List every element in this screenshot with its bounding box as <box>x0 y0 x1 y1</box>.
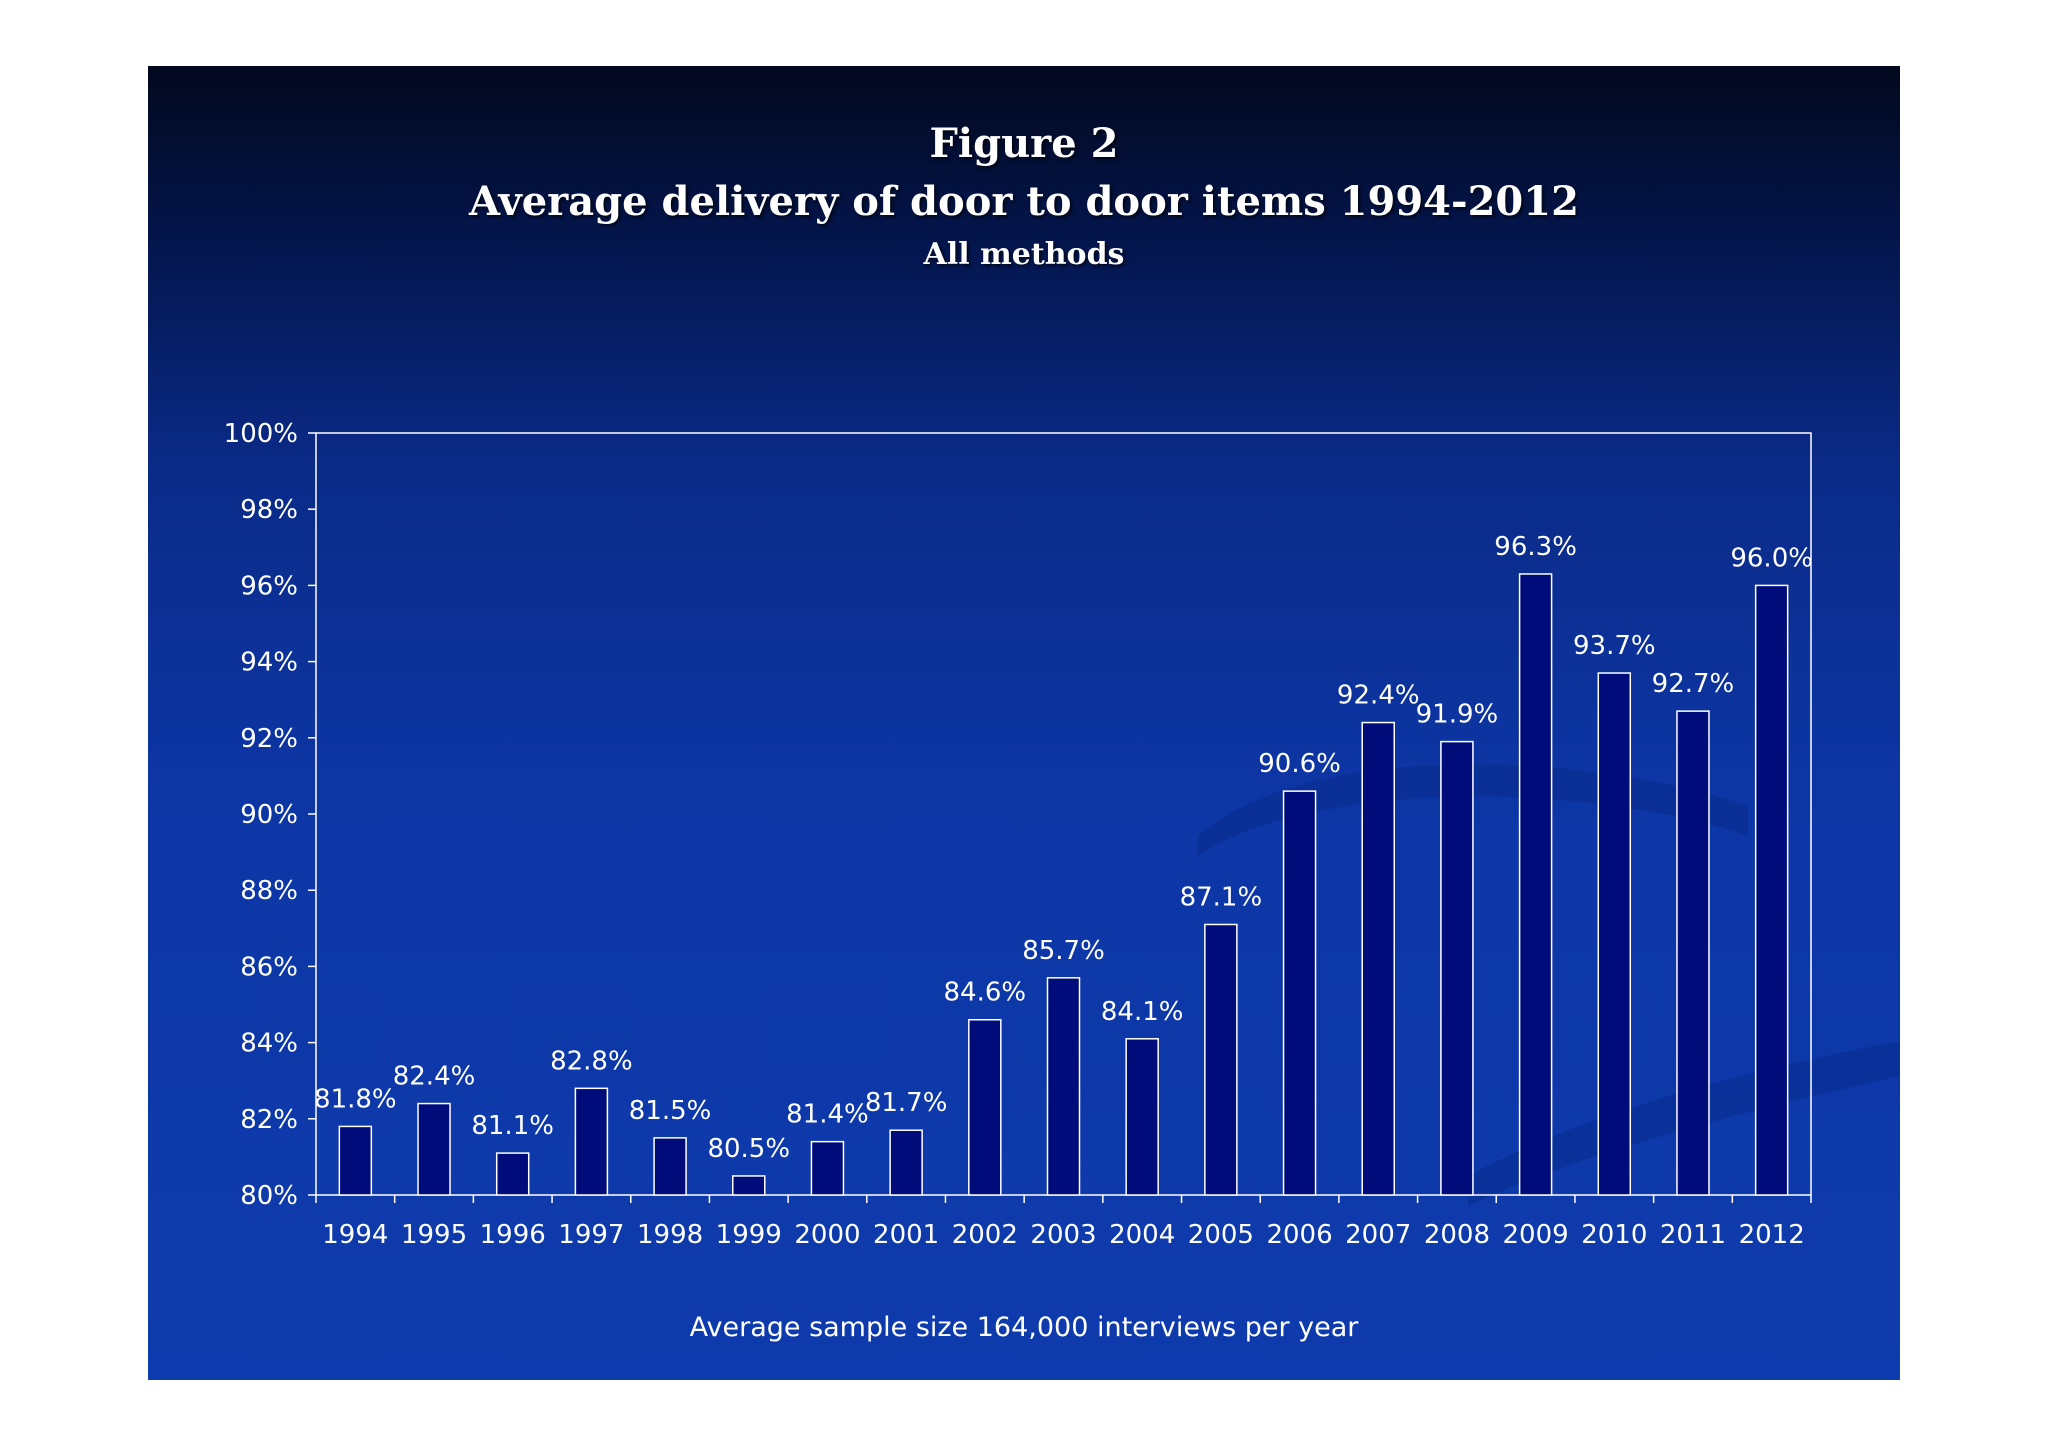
x-tick-label: 2007 <box>1345 1220 1411 1250</box>
data-label: 81.5% <box>629 1096 712 1126</box>
bar-chart: 80% 82% 84% 86% 88% 90% 92% 94% 96% 98% 100% 81.8% 1… <box>224 419 1900 1250</box>
x-tick-label: 1997 <box>558 1220 624 1250</box>
y-tick-label: 94% <box>240 648 298 678</box>
sample-size-footnote: Average sample size 164,000 interviews p… <box>689 1312 1359 1343</box>
data-label: 81.4% <box>786 1100 869 1130</box>
data-label: 81.1% <box>471 1111 554 1141</box>
chart-subtitle: All methods <box>923 237 1125 272</box>
bar <box>1046 977 1081 1196</box>
bar <box>1282 790 1317 1196</box>
data-label: 84.1% <box>1101 997 1184 1027</box>
chart-title-block: Figure 2 Average delivery of door to doo… <box>148 114 1900 280</box>
bar <box>1440 740 1474 1196</box>
x-tick-label: 1995 <box>401 1220 467 1250</box>
chart-title: Average delivery of door to door items 1… <box>469 178 1579 225</box>
x-tick-label: 2001 <box>873 1220 939 1250</box>
x-tick-label: 2005 <box>1188 1220 1254 1250</box>
data-label: 87.1% <box>1180 882 1263 912</box>
x-tick-label: 2009 <box>1503 1220 1569 1250</box>
bar <box>1361 721 1395 1196</box>
data-label: 80.5% <box>707 1134 790 1164</box>
x-tick-label: 1996 <box>480 1220 546 1250</box>
data-label: 81.7% <box>865 1088 948 1118</box>
x-tick-label: 1998 <box>637 1220 703 1250</box>
y-tick-label: 86% <box>240 952 298 982</box>
bar <box>653 1137 687 1196</box>
x-tick-label: 2000 <box>794 1220 860 1250</box>
data-label: 92.4% <box>1337 681 1420 711</box>
data-label: 85.7% <box>1022 936 1105 966</box>
data-label: 91.9% <box>1416 700 1499 730</box>
bar <box>1125 1038 1159 1196</box>
figure-label: Figure 2 <box>929 120 1119 167</box>
y-tick-label: 88% <box>240 876 298 906</box>
data-label: 84.6% <box>944 978 1027 1008</box>
bar <box>1204 923 1238 1196</box>
y-tick-label: 98% <box>240 495 298 525</box>
bar <box>495 1152 530 1196</box>
x-tick-label: 2004 <box>1109 1220 1175 1250</box>
data-label: 96.3% <box>1494 532 1577 562</box>
bar <box>1597 672 1632 1196</box>
y-tick-label: 92% <box>240 724 298 754</box>
x-tick-label: 2011 <box>1660 1220 1726 1250</box>
bar <box>732 1175 766 1196</box>
bar <box>1676 710 1710 1196</box>
data-label: 82.8% <box>550 1046 633 1076</box>
data-label: 82.4% <box>393 1062 476 1092</box>
x-tick-label: 1994 <box>322 1220 388 1250</box>
slide-background: 80% 82% 84% 86% 88% 90% 92% 94% 96% 98% 100% 81.8% 1… <box>148 66 1900 1380</box>
x-tick-label: 2012 <box>1739 1220 1805 1250</box>
bar <box>338 1125 373 1196</box>
data-label: 90.6% <box>1258 749 1341 779</box>
y-tick-label: 100% <box>224 419 298 449</box>
bar <box>968 1018 1002 1196</box>
x-tick-label: 2008 <box>1424 1220 1490 1250</box>
data-label: 96.0% <box>1730 543 1813 573</box>
y-tick-label: 82% <box>240 1105 298 1135</box>
bar <box>1754 584 1789 1196</box>
data-label: 92.7% <box>1652 669 1735 699</box>
y-tick-label: 90% <box>240 800 298 830</box>
y-tick-label: 84% <box>240 1029 298 1059</box>
y-tick-label: 96% <box>240 571 298 601</box>
bar <box>1518 573 1553 1196</box>
bar <box>574 1087 609 1196</box>
x-tick-label: 2010 <box>1581 1220 1647 1250</box>
x-tick-label: 2003 <box>1030 1220 1096 1250</box>
bar <box>889 1129 923 1196</box>
y-tick-label: 80% <box>240 1181 298 1211</box>
data-label: 81.8% <box>314 1084 397 1114</box>
bar <box>810 1140 845 1196</box>
data-label: 93.7% <box>1573 631 1656 661</box>
x-tick-label: 1999 <box>716 1220 782 1250</box>
bar <box>417 1102 451 1196</box>
x-tick-label: 2002 <box>952 1220 1018 1250</box>
x-tick-label: 2006 <box>1266 1220 1332 1250</box>
